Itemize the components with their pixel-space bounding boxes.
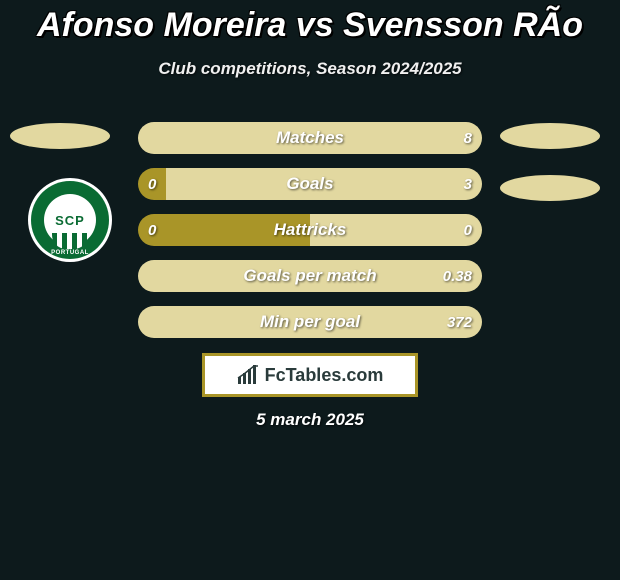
left-flag-ellipse	[10, 123, 110, 149]
stat-value-right: 372	[447, 306, 472, 338]
stat-row-goals: 0 Goals 3	[138, 168, 482, 200]
stat-label: Goals per match	[138, 260, 482, 292]
stat-value-right: 8	[464, 122, 472, 154]
stat-label: Goals	[138, 168, 482, 200]
stat-label: Matches	[138, 122, 482, 154]
stat-value-right: 0	[464, 214, 472, 246]
footer-brand-box[interactable]: FcTables.com	[202, 353, 418, 397]
subtitle: Club competitions, Season 2024/2025	[0, 59, 620, 79]
stats-container: Matches 8 0 Goals 3 0 Hattricks 0 Goals …	[138, 122, 482, 352]
club-badge-stripes	[52, 233, 88, 249]
date-text: 5 march 2025	[0, 410, 620, 430]
stat-row-hattricks: 0 Hattricks 0	[138, 214, 482, 246]
page-title: Afonso Moreira vs Svensson RÃo	[0, 0, 620, 45]
stat-row-goals-per-match: Goals per match 0.38	[138, 260, 482, 292]
right-flag-ellipse-top	[500, 123, 600, 149]
club-badge: SCP PORTUGAL	[28, 178, 112, 262]
club-badge-code: SCP	[55, 213, 85, 228]
club-badge-ring: SCP PORTUGAL	[31, 181, 109, 259]
bar-chart-icon	[237, 365, 259, 385]
stat-label: Hattricks	[138, 214, 482, 246]
club-badge-sub: PORTUGAL	[51, 250, 89, 256]
stat-label: Min per goal	[138, 306, 482, 338]
stat-value-right: 0.38	[443, 260, 472, 292]
stat-row-matches: Matches 8	[138, 122, 482, 154]
footer-brand-text: FcTables.com	[265, 365, 384, 386]
right-flag-ellipse-bottom	[500, 175, 600, 201]
stat-value-right: 3	[464, 168, 472, 200]
stat-row-min-per-goal: Min per goal 372	[138, 306, 482, 338]
